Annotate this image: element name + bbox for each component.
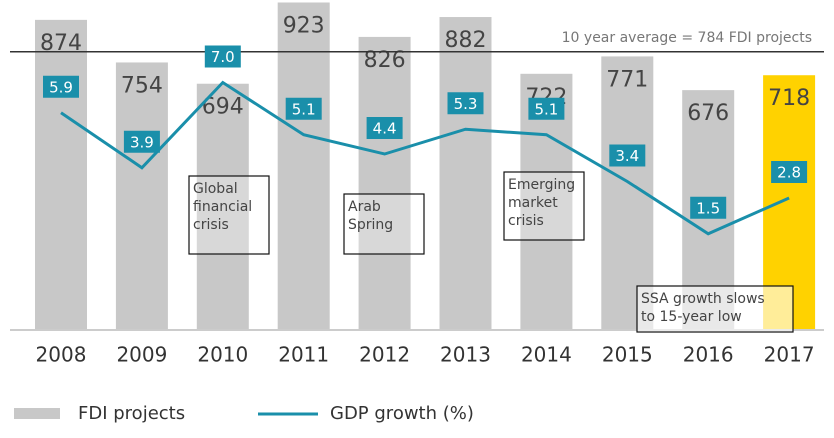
value-label-box [528,97,565,120]
bar [35,19,87,330]
x-tick-label: 2015 [602,343,653,367]
value-label: 3.4 [615,147,639,165]
value-label-box [285,97,322,120]
x-tick-label: 2009 [116,343,167,367]
value-label-box [690,196,727,219]
legend-label: FDI projects [78,403,185,424]
value-label: 1.5 [696,199,720,217]
x-tick-label: 2013 [440,343,491,367]
annotation-box [343,193,425,255]
value-label: 5.9 [49,78,73,96]
bar-label: 923 [283,13,325,38]
value-label: 5.1 [292,100,316,118]
bar [196,83,249,330]
x-tick-label: 2010 [197,343,248,367]
bar [439,17,492,330]
value-label: 5.1 [534,100,558,118]
bar [277,2,330,331]
value-label: 2.8 [777,164,801,182]
bar-label: 754 [121,73,163,98]
bar [115,62,168,331]
bar-label: 771 [606,67,648,92]
value-label-box [123,130,160,153]
annotation-text: Global [193,181,238,197]
legend-swatch [14,408,60,419]
x-tick-label: 2017 [764,343,815,367]
annotation-text: Emerging [508,177,575,193]
value-label: 5.3 [454,95,478,113]
annotation-text: crisis [508,213,544,229]
bar-label: 676 [687,101,729,126]
value-label: 4.4 [373,120,397,138]
annotation-text: Arab [348,199,381,215]
bar-label: 882 [445,28,487,53]
annotation-box [503,171,585,241]
value-label-box [204,45,241,68]
value-label-box [366,117,403,139]
value-label-box [609,144,646,167]
annotation-text: to 15-year low [641,309,742,325]
annotation-text: financial [193,199,252,215]
annotation-text: Spring [348,217,393,233]
bar [358,36,411,330]
value-label-box [43,75,79,98]
legend-label: GDP growth (%) [330,403,474,424]
value-label-box [771,161,808,183]
annotation-box [636,285,794,333]
value-label-box [447,92,484,115]
x-tick-label: 2012 [359,343,410,367]
annotation-text: market [508,195,558,211]
average-label: 10 year average = 784 FDI projects [562,30,812,46]
bar-label: 718 [768,86,810,111]
annotation-text: SSA growth slows [641,291,765,307]
x-tick-label: 2011 [278,343,329,367]
x-tick-label: 2014 [521,343,572,367]
value-label: 7.0 [211,48,235,66]
annotation-text: crisis [193,217,229,233]
gdp-line [60,80,790,236]
x-tick-label: 2008 [36,343,87,367]
annotation-box [188,175,270,255]
x-tick-label: 2016 [683,343,734,367]
value-label: 3.9 [130,133,154,151]
